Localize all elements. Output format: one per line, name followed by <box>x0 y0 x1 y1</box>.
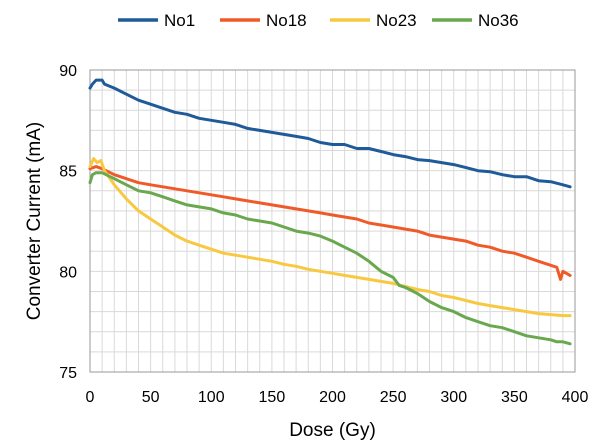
series-line-no36 <box>88 171 572 346</box>
y-tick-label: 90 <box>59 63 77 80</box>
x-tick-label: 200 <box>319 389 346 406</box>
x-tick-label: 400 <box>562 389 589 406</box>
x-tick-label: 150 <box>259 389 286 406</box>
plot-area <box>89 69 576 373</box>
y-tick-label: 75 <box>59 365 77 382</box>
series-line-no18 <box>88 165 572 281</box>
y-tick-label: 85 <box>59 164 77 181</box>
series-line-no23 <box>88 157 572 318</box>
y-axis-title: Converter Current (mA) <box>24 122 45 321</box>
x-tick-label: 0 <box>86 389 95 406</box>
x-tick-label: 50 <box>142 389 160 406</box>
legend-label-no23: No23 <box>376 11 417 30</box>
x-axis-title: Dose (Gy) <box>289 420 376 441</box>
y-tick-label: 80 <box>59 264 77 281</box>
legend-label-no1: No1 <box>164 11 195 30</box>
legend-label-no18: No18 <box>266 11 307 30</box>
x-axis-ticks: 0 50 100 150 200 250 300 350 400 <box>86 389 589 406</box>
series-lines <box>88 78 572 346</box>
x-tick-label: 300 <box>440 389 467 406</box>
x-tick-label: 350 <box>501 389 528 406</box>
x-tick-label: 100 <box>198 389 225 406</box>
legend-label-no36: No36 <box>478 11 519 30</box>
y-axis-ticks: 75 80 85 90 <box>59 63 77 382</box>
legend: No1 No18 No23 No36 <box>118 11 519 30</box>
x-tick-label: 250 <box>380 389 407 406</box>
series-line-no1 <box>88 78 572 189</box>
